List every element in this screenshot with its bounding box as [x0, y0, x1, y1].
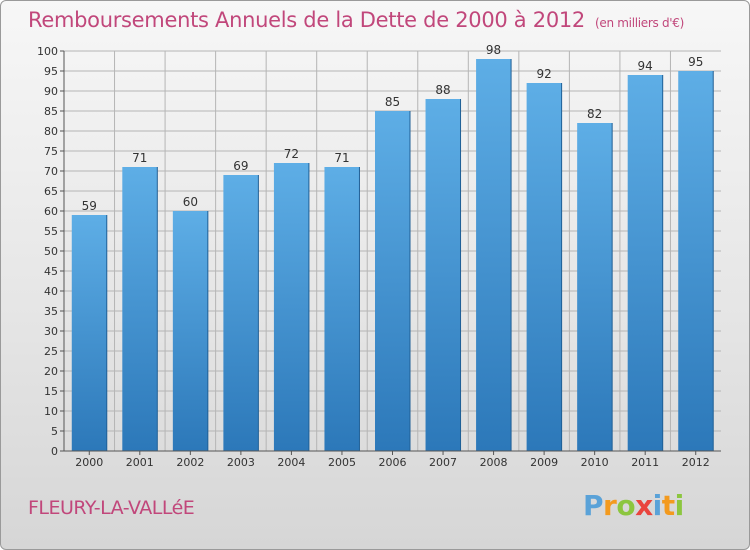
y-tick-label: 75 [44, 145, 58, 158]
axes [60, 50, 721, 455]
y-tick-label: 55 [44, 225, 58, 238]
y-tick-label: 90 [44, 85, 58, 98]
data-label: 88 [435, 83, 450, 97]
y-tick-label: 15 [44, 385, 58, 398]
x-tick-label: 2003 [227, 456, 255, 469]
title-text: Remboursements Annuels de la Dette de 20… [28, 8, 585, 32]
y-tick-label: 10 [44, 405, 58, 418]
x-tick-label: 2010 [581, 456, 609, 469]
data-label: 71 [334, 151, 349, 165]
data-label: 98 [486, 43, 501, 57]
data-label: 69 [233, 159, 248, 173]
title-unit: (en milliers d'€) [595, 16, 685, 30]
y-tick-label: 85 [44, 105, 58, 118]
y-tick-label: 25 [44, 345, 58, 358]
x-tick-label: 2007 [429, 456, 457, 469]
y-tick-label: 100 [37, 45, 58, 58]
bar [223, 175, 259, 451]
bar [375, 111, 410, 451]
y-tick-label: 65 [44, 185, 58, 198]
logo-letter: i [652, 489, 663, 522]
x-tick-label: 2002 [176, 456, 204, 469]
x-tick-label: 2004 [277, 456, 305, 469]
logo-letter: x [635, 489, 653, 522]
bar [577, 123, 613, 451]
y-tick-label: 45 [44, 265, 58, 278]
data-label: 85 [385, 95, 400, 109]
x-tick-label: 2008 [480, 456, 508, 469]
y-tick-label: 50 [44, 245, 58, 258]
logo-letter: i [674, 489, 685, 522]
x-tick-label: 2011 [631, 456, 659, 469]
logo-letter: t [661, 489, 675, 522]
labels: 0 5 10 15 20 25 30 35 40 45 50 55 60 65 70 75 80 85 90 95 10… [37, 43, 710, 469]
data-label: 94 [638, 59, 653, 73]
y-tick-label: 5 [51, 425, 58, 438]
bar [678, 71, 714, 451]
bar [172, 211, 208, 451]
bar [425, 99, 461, 451]
logo-letter: P [583, 489, 604, 522]
y-tick-label: 40 [44, 285, 58, 298]
data-label: 71 [132, 151, 147, 165]
x-tick-label: 2001 [126, 456, 154, 469]
data-label: 59 [82, 199, 97, 213]
x-tick-label: 2012 [682, 456, 710, 469]
x-tick-label: 2000 [75, 456, 103, 469]
bar [627, 75, 663, 451]
x-tick-label: 2009 [530, 456, 558, 469]
data-label: 72 [284, 147, 299, 161]
proxiti-logo[interactable]: Proxiti [583, 489, 684, 522]
y-tick-label: 35 [44, 305, 58, 318]
place-name: FLEURY-LA-VALLéE [28, 497, 195, 519]
y-tick-label: 80 [44, 125, 58, 138]
bars [71, 59, 714, 451]
x-tick-label: 2006 [379, 456, 407, 469]
x-tick-label: 2005 [328, 456, 356, 469]
data-label: 60 [183, 195, 198, 209]
bar [273, 163, 309, 451]
bar [324, 167, 360, 451]
bar [71, 215, 107, 451]
data-label: 92 [536, 67, 551, 81]
logo-letter: r [603, 489, 617, 522]
bar [476, 59, 512, 451]
bar [122, 167, 158, 451]
y-tick-label: 70 [44, 165, 58, 178]
logo-letter: o [616, 489, 636, 522]
y-tick-label: 30 [44, 325, 58, 338]
y-tick-label: 20 [44, 365, 58, 378]
bar [526, 83, 562, 451]
chart-title: Remboursements Annuels de la Dette de 20… [28, 8, 684, 32]
y-tick-label: 95 [44, 65, 58, 78]
y-tick-label: 0 [51, 445, 58, 458]
data-label: 95 [688, 55, 703, 69]
y-tick-label: 60 [44, 205, 58, 218]
data-label: 82 [587, 107, 602, 121]
